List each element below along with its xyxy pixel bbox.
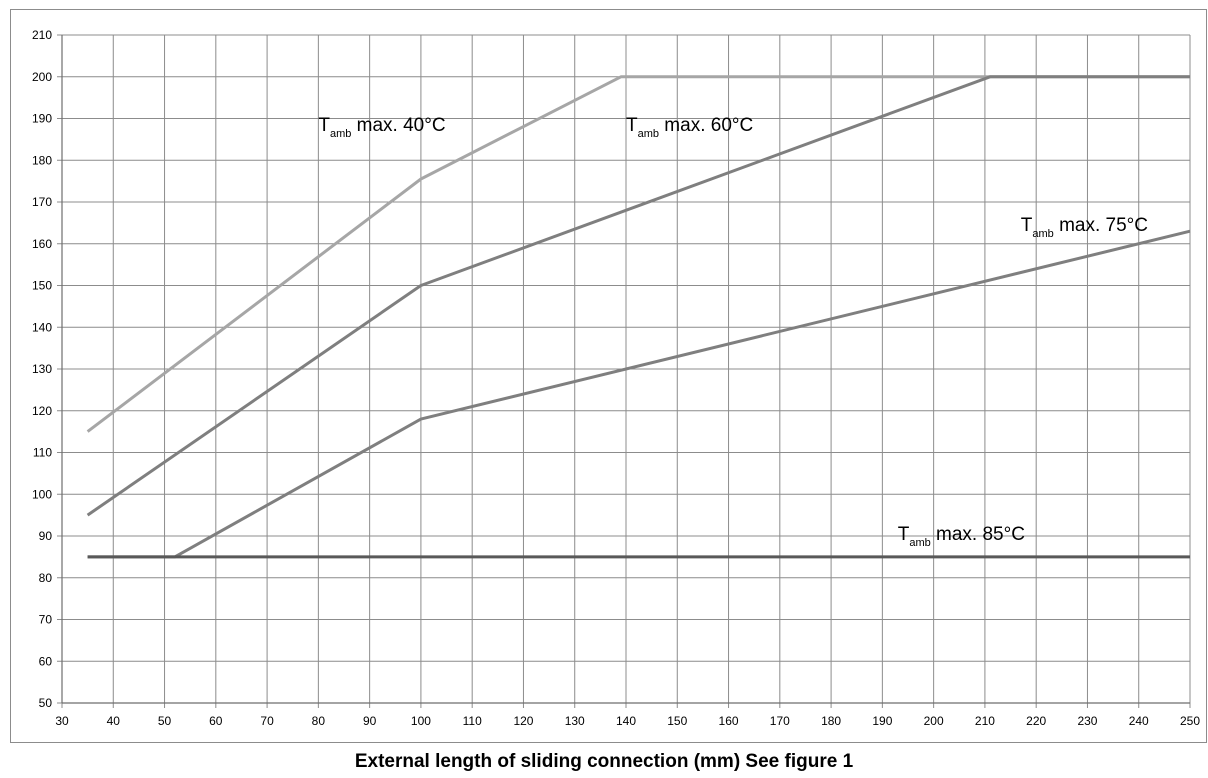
x-tick-label: 170 bbox=[770, 714, 790, 728]
series-label-t75: Tamb max. 75°C bbox=[1021, 215, 1148, 240]
series-label-t: T bbox=[1021, 215, 1033, 236]
x-tick-label: 50 bbox=[158, 714, 172, 728]
x-tick-label: 60 bbox=[209, 714, 223, 728]
y-tick-label: 210 bbox=[32, 28, 52, 42]
y-tick-label: 60 bbox=[39, 654, 53, 668]
x-tick-label: 80 bbox=[312, 714, 326, 728]
y-tick-label: 110 bbox=[33, 446, 52, 460]
series-label-rest: max. 75°C bbox=[1054, 215, 1148, 236]
y-tick-label: 100 bbox=[32, 487, 52, 501]
x-tick-label: 100 bbox=[411, 714, 431, 728]
series-line-t60 bbox=[86, 75, 1190, 517]
y-tick-label: 50 bbox=[39, 696, 53, 710]
x-tick-label: 240 bbox=[1129, 714, 1149, 728]
axes bbox=[61, 35, 1190, 704]
x-axis-label: External length of sliding connection (m… bbox=[354, 751, 854, 772]
series-label-sub: amb bbox=[638, 128, 659, 140]
series-label-t: T bbox=[898, 524, 910, 545]
x-tick-label: 90 bbox=[363, 714, 377, 728]
series-line-t40 bbox=[86, 75, 1190, 433]
y-tick-label: 140 bbox=[32, 320, 52, 334]
x-tick-label: 130 bbox=[565, 714, 585, 728]
chart-frame bbox=[10, 9, 1207, 743]
x-tick-label: 180 bbox=[821, 714, 841, 728]
x-tick-label: 70 bbox=[260, 714, 274, 728]
series-label-t60: Tamb max. 60°C bbox=[626, 115, 753, 140]
x-tick-label: 30 bbox=[55, 714, 69, 728]
series-label-t: T bbox=[626, 115, 638, 136]
x-tick-label: 110 bbox=[463, 714, 482, 728]
series-label-rest: max. 85°C bbox=[931, 524, 1025, 545]
x-tick-label: 120 bbox=[513, 714, 533, 728]
y-tick-label: 170 bbox=[32, 195, 52, 209]
x-tick-label: 40 bbox=[107, 714, 121, 728]
y-tick-label: 200 bbox=[32, 70, 52, 84]
y-tick-label: 70 bbox=[39, 613, 53, 627]
y-tick-label: 180 bbox=[32, 153, 52, 167]
series-label-rest: max. 60°C bbox=[659, 115, 753, 136]
x-tick-labels: 30 40 50 60 70 80 90 100 110 120 130 140 150 160 170 18… bbox=[55, 714, 1200, 728]
x-tick-label: 220 bbox=[1026, 714, 1046, 728]
x-tick-label: 160 bbox=[719, 714, 739, 728]
series-label-sub: amb bbox=[330, 128, 351, 140]
grid bbox=[57, 34, 1191, 708]
y-tick-label: 90 bbox=[39, 529, 53, 543]
x-tick-label: 140 bbox=[616, 714, 636, 728]
x-tick-label: 230 bbox=[1077, 714, 1097, 728]
x-tick-label: 250 bbox=[1180, 714, 1200, 728]
series-label-t85: Tamb max. 85°C bbox=[898, 524, 1025, 549]
series-label-sub: amb bbox=[909, 537, 930, 549]
y-tick-label: 80 bbox=[39, 571, 53, 585]
y-tick-label: 190 bbox=[32, 112, 52, 126]
x-tick-label: 150 bbox=[667, 714, 687, 728]
y-tick-label: 160 bbox=[32, 237, 52, 251]
y-tick-label: 130 bbox=[32, 362, 52, 376]
y-tick-label: 120 bbox=[32, 404, 52, 418]
series-lines bbox=[86, 75, 1191, 559]
x-tick-label: 200 bbox=[924, 714, 944, 728]
series-label-sub: amb bbox=[1032, 228, 1053, 240]
series-line-t75 bbox=[87, 229, 1191, 559]
series-label-t40: Tamb max. 40°C bbox=[318, 115, 445, 140]
series-label-t: T bbox=[318, 115, 330, 136]
y-tick-label: 150 bbox=[32, 279, 52, 293]
y-tick-labels: 50 60 70 80 90 100 110 120 130 140 150 160 170 180 190… bbox=[32, 28, 52, 710]
series-label-rest: max. 40°C bbox=[351, 115, 445, 136]
x-tick-label: 190 bbox=[872, 714, 892, 728]
x-tick-label: 210 bbox=[975, 714, 995, 728]
